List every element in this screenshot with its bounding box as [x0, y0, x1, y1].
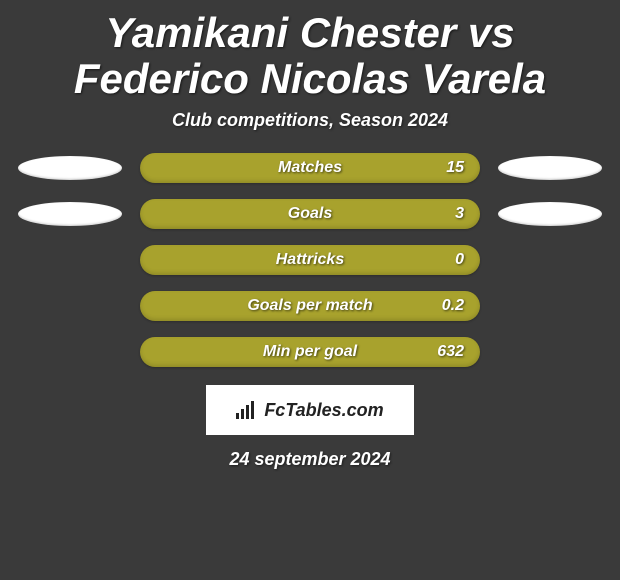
stat-bar: Goals per match0.2 — [140, 291, 480, 321]
stat-value: 0 — [455, 251, 464, 269]
left-ellipse — [18, 340, 122, 364]
stat-label: Goals — [140, 205, 480, 223]
stat-bar: Min per goal632 — [140, 337, 480, 367]
page-title: Yamikani Chester vs Federico Nicolas Var… — [10, 0, 610, 110]
stat-value: 632 — [437, 343, 464, 361]
stat-bar: Matches15 — [140, 153, 480, 183]
stat-rows: Matches15 Goals3 Hattricks0 Goals per match… — [10, 153, 610, 367]
subtitle: Club competitions, Season 2024 — [10, 110, 610, 131]
stat-row: Goals3 — [10, 199, 610, 229]
right-ellipse — [498, 340, 602, 364]
stat-row: Min per goal632 — [10, 337, 610, 367]
stat-value: 0.2 — [442, 297, 464, 315]
stat-bar: Hattricks0 — [140, 245, 480, 275]
stat-value: 15 — [446, 159, 464, 177]
right-ellipse — [498, 202, 602, 226]
stat-value: 3 — [455, 205, 464, 223]
left-ellipse — [18, 202, 122, 226]
left-ellipse — [18, 248, 122, 272]
stat-row: Hattricks0 — [10, 245, 610, 275]
stat-label: Hattricks — [140, 251, 480, 269]
stat-label: Min per goal — [140, 343, 480, 361]
bars-icon — [236, 401, 258, 419]
left-ellipse — [18, 156, 122, 180]
stat-row: Matches15 — [10, 153, 610, 183]
stat-bar: Goals3 — [140, 199, 480, 229]
right-ellipse — [498, 294, 602, 318]
left-ellipse — [18, 294, 122, 318]
footer-logo-text: FcTables.com — [264, 400, 383, 421]
stat-row: Goals per match0.2 — [10, 291, 610, 321]
stat-label: Goals per match — [140, 297, 480, 315]
footer-date: 24 september 2024 — [10, 449, 610, 470]
comparison-widget: Yamikani Chester vs Federico Nicolas Var… — [0, 0, 620, 470]
stat-label: Matches — [140, 159, 480, 177]
footer-logo: FcTables.com — [206, 385, 414, 435]
right-ellipse — [498, 248, 602, 272]
right-ellipse — [498, 156, 602, 180]
